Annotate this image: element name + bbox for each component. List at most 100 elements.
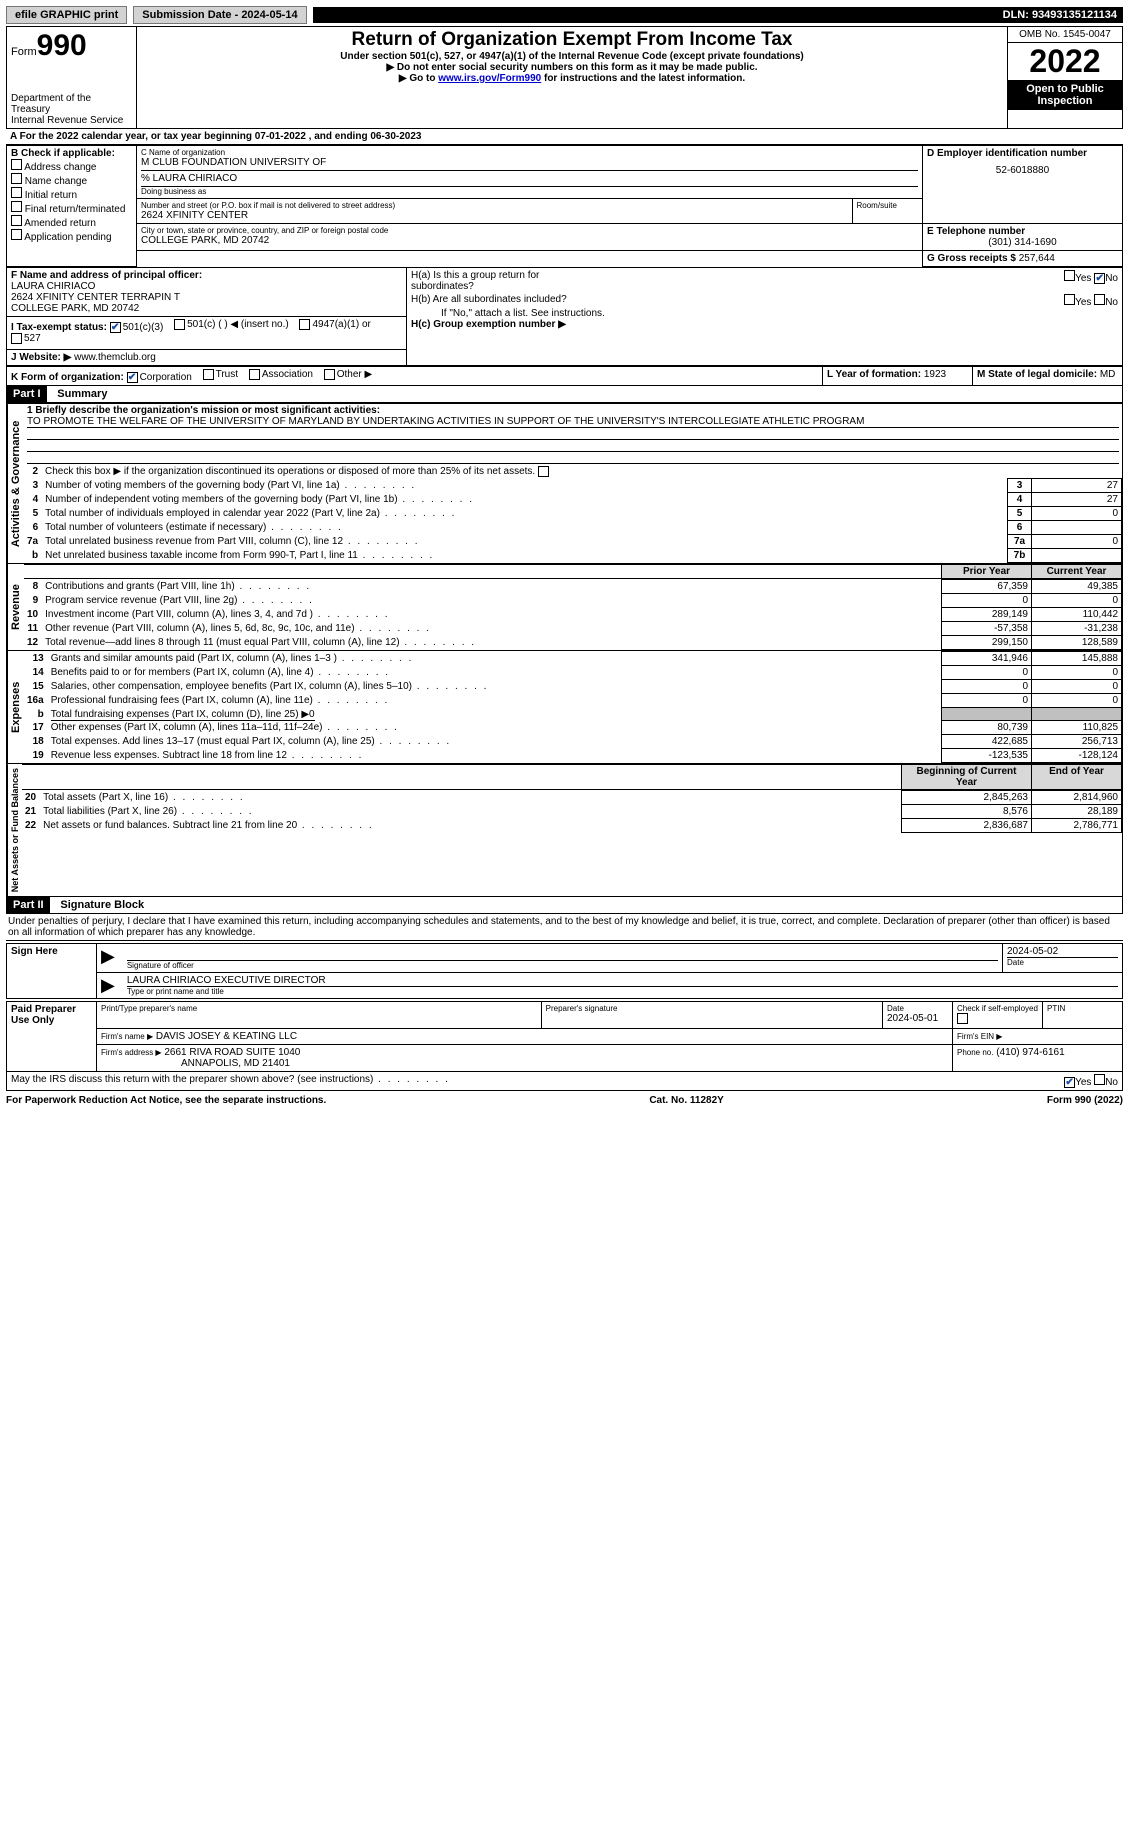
state-domicile: MD: [1100, 369, 1116, 380]
summary-row: 11Other revenue (Part VIII, column (A), …: [24, 622, 1122, 636]
form-header: Form990 Department of the Treasury Inter…: [6, 26, 1123, 129]
efile-print-button[interactable]: efile GRAPHIC print: [6, 6, 127, 24]
part1-header: Part I: [7, 386, 47, 402]
discuss-yes[interactable]: [1064, 1077, 1075, 1088]
box-f-label: F Name and address of principal officer:: [11, 270, 402, 281]
summary-row: 20Total assets (Part X, line 16)2,845,26…: [22, 791, 1122, 805]
self-employed-check[interactable]: [957, 1013, 968, 1024]
box-b-item: Final return/terminated: [11, 201, 132, 215]
gov-label: Activities & Governance: [7, 404, 24, 563]
summary-row: 12Total revenue—add lines 8 through 11 (…: [24, 636, 1122, 650]
summary-row: 19Revenue less expenses. Subtract line 1…: [24, 749, 1122, 763]
corp-check[interactable]: [127, 372, 138, 383]
officer-addr2: COLLEGE PARK, MD 20742: [11, 303, 402, 314]
discontinued-check[interactable]: [538, 466, 549, 477]
net-label: Net Assets or Fund Balances: [7, 764, 22, 896]
summary-row: bTotal fundraising expenses (Part IX, co…: [24, 708, 1122, 721]
summary-row: 13Grants and similar amounts paid (Part …: [24, 652, 1122, 666]
summary-row: 15Salaries, other compensation, employee…: [24, 680, 1122, 694]
ein-value: 52-6018880: [927, 159, 1118, 182]
box-b-item: Name change: [11, 173, 132, 187]
summary-row: 3Number of voting members of the governi…: [24, 479, 1122, 493]
form-note-link: ▶ Go to www.irs.gov/Form990 for instruct…: [141, 73, 1003, 84]
revenue-section: Revenue Prior YearCurrent Year 8Contribu…: [6, 564, 1123, 651]
tax-year: 2022: [1008, 43, 1122, 80]
501c3-check[interactable]: [110, 322, 121, 333]
other-check[interactable]: [324, 369, 335, 380]
form-ref: Form 990 (2022): [1047, 1095, 1123, 1106]
trust-check[interactable]: [203, 369, 214, 380]
klm-block: K Form of organization: Corporation Trus…: [6, 366, 1123, 386]
form-label: Form: [11, 46, 37, 58]
box-b-label: B Check if applicable:: [11, 148, 132, 159]
line-k-label: K Form of organization:: [11, 372, 124, 383]
4947-check[interactable]: [299, 319, 310, 330]
sign-here-label: Sign Here: [7, 944, 97, 999]
hb-note: If "No," attach a list. See instructions…: [411, 308, 1118, 319]
dept-label: Department of the Treasury: [11, 93, 132, 115]
firm-name: DAVIS JOSEY & KEATING LLC: [156, 1031, 297, 1042]
summary-row: 5Total number of individuals employed in…: [24, 507, 1122, 521]
hb-no[interactable]: [1094, 294, 1105, 305]
dln-label: DLN: 93493135121134: [313, 7, 1123, 23]
sign-here-block: Sign Here Signature of officer 2024-05-0…: [6, 943, 1123, 999]
discuss-no[interactable]: [1094, 1074, 1105, 1085]
submission-date-button[interactable]: Submission Date - 2024-05-14: [133, 6, 306, 24]
rev-label: Revenue: [7, 564, 24, 650]
summary-row: 8Contributions and grants (Part VIII, li…: [24, 580, 1122, 594]
part2-header: Part II: [7, 897, 50, 913]
officer-printed-name: LAURA CHIRIACO EXECUTIVE DIRECTOR: [127, 975, 1118, 986]
box-e-label: E Telephone number: [927, 226, 1118, 237]
summary-row: bNet unrelated business taxable income f…: [24, 549, 1122, 563]
page-footer: For Paperwork Reduction Act Notice, see …: [6, 1095, 1123, 1106]
sig-date-label: Date: [1007, 957, 1118, 967]
gross-receipts: 257,644: [1019, 253, 1055, 264]
street-address: 2624 XFINITY CENTER: [141, 210, 848, 221]
ha-label: H(a) Is this a group return for subordin…: [411, 270, 571, 292]
501c-check[interactable]: [174, 319, 185, 330]
year-formation: 1923: [924, 369, 946, 380]
care-of: % LAURA CHIRIACO: [141, 170, 918, 184]
summary-row: 16aProfessional fundraising fees (Part I…: [24, 694, 1122, 708]
ha-no[interactable]: [1094, 273, 1105, 284]
mission-text: TO PROMOTE THE WELFARE OF THE UNIVERSITY…: [27, 416, 1119, 428]
assoc-check[interactable]: [249, 369, 260, 380]
city-value: COLLEGE PARK, MD 20742: [141, 235, 918, 246]
governance-section: Activities & Governance 1 Briefly descri…: [6, 403, 1123, 564]
summary-row: 22Net assets or fund balances. Subtract …: [22, 819, 1122, 833]
ha-yes[interactable]: [1064, 270, 1075, 281]
hc-label: H(c) Group exemption number ▶: [411, 319, 1118, 330]
form-number: 990: [37, 29, 87, 62]
box-b-item: Application pending: [11, 229, 132, 243]
phone-value: (301) 314-1690: [927, 237, 1118, 248]
irs-label: Internal Revenue Service: [11, 115, 132, 126]
form-title: Return of Organization Exempt From Incom…: [141, 29, 1003, 51]
firm-addr1: 2661 RIVA ROAD SUITE 1040: [164, 1047, 300, 1058]
527-check[interactable]: [11, 333, 22, 344]
firm-phone: (410) 974-6161: [996, 1047, 1064, 1058]
line-i-label: I Tax-exempt status:: [11, 322, 107, 333]
sig-officer-label: Signature of officer: [127, 960, 998, 970]
hb-label: H(b) Are all subordinates included?: [411, 294, 567, 308]
addr-label: Number and street (or P.O. box if mail i…: [141, 201, 848, 210]
part2-title: Signature Block: [52, 899, 144, 911]
fhij-block: F Name and address of principal officer:…: [6, 267, 1123, 366]
summary-row: 18Total expenses. Add lines 13–17 (must …: [24, 735, 1122, 749]
summary-row: 9Program service revenue (Part VIII, lin…: [24, 594, 1122, 608]
org-name: M CLUB FOUNDATION UNIVERSITY OF: [141, 157, 918, 168]
identity-block: B Check if applicable: Address change Na…: [6, 145, 1123, 267]
top-bar: efile GRAPHIC print Submission Date - 20…: [6, 6, 1123, 24]
irs-link[interactable]: www.irs.gov/Form990: [438, 73, 541, 84]
line-j-label: J Website: ▶: [11, 352, 71, 363]
summary-row: 10Investment income (Part VIII, column (…: [24, 608, 1122, 622]
officer-addr1: 2624 XFINITY CENTER TERRAPIN T: [11, 292, 402, 303]
website-value: www.themclub.org: [74, 352, 156, 363]
cat-no: Cat. No. 11282Y: [649, 1095, 723, 1106]
hb-yes[interactable]: [1064, 294, 1075, 305]
discuss-question: May the IRS discuss this return with the…: [11, 1074, 450, 1088]
summary-row: 6Total number of volunteers (estimate if…: [24, 521, 1122, 535]
officer-name: LAURA CHIRIACO: [11, 281, 402, 292]
summary-row: 4Number of independent voting members of…: [24, 493, 1122, 507]
form-note-ssn: ▶ Do not enter social security numbers o…: [141, 62, 1003, 73]
summary-row: 17Other expenses (Part IX, column (A), l…: [24, 721, 1122, 735]
